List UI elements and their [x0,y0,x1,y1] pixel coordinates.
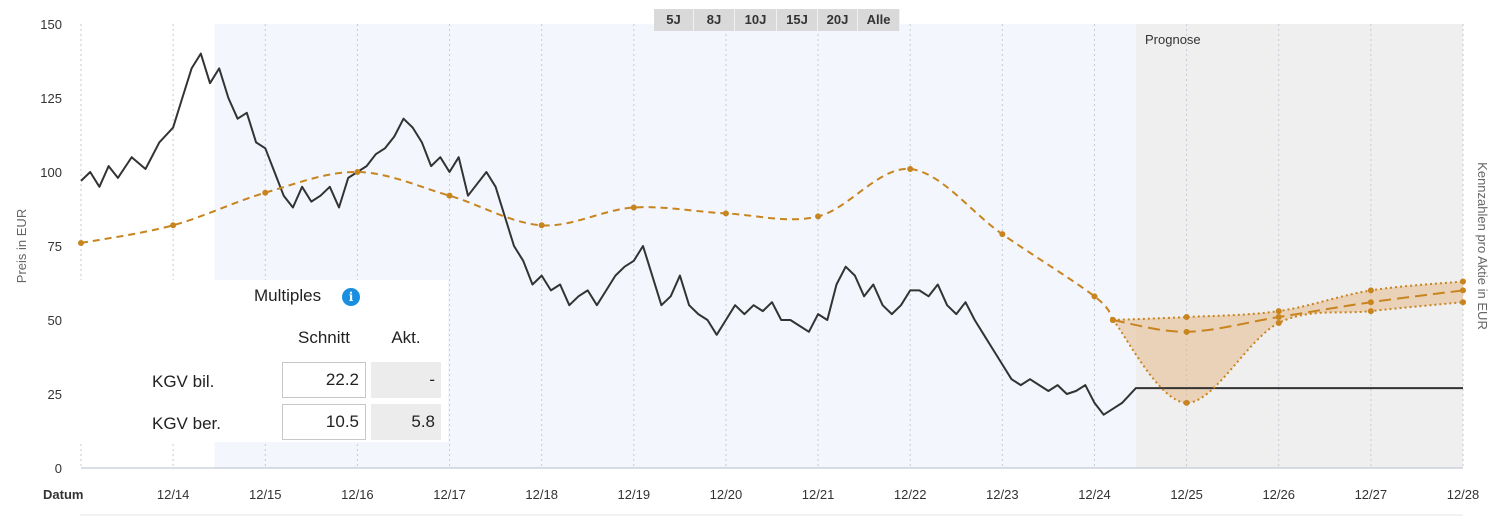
range-button-20j[interactable]: 20J [818,9,858,31]
multiples-title: Multiples [254,286,322,305]
col-header-schnitt: Schnitt [298,328,350,347]
x-tick-label: 12/16 [341,487,374,502]
data-point [1460,278,1466,285]
kgv-bil-schnitt-value: 22.2 [282,362,366,398]
x-tick-label: 12/23 [986,487,1019,502]
row-label-kgv-ber: KGV ber. [152,414,221,433]
x-tick-label: 12/21 [802,487,835,502]
kgv-ber-akt-value: 5.8 [371,404,441,440]
multiples-panel: Multiples i Schnitt Akt. KGV bil. 22.2 -… [80,280,448,442]
x-tick-label: 12/22 [894,487,927,502]
data-point [170,222,177,229]
data-point [78,240,84,247]
data-point [262,189,269,196]
range-button-5j[interactable]: 5J [654,9,694,31]
y-tick-label: 150 [40,17,62,32]
range-button-10j[interactable]: 10J [735,9,777,31]
data-point [907,166,914,173]
x-tick-label: 12/14 [157,487,190,502]
range-button-15j[interactable]: 15J [777,9,818,31]
x-tick-label: 12/17 [433,487,466,502]
data-point [722,210,729,217]
y-axis-title-right: Kennzahlen pro Aktie in EUR [1475,162,1490,330]
y-tick-label: 75 [48,239,62,254]
x-tick-label: 12/20 [710,487,743,502]
y-tick-label: 25 [48,387,62,402]
axis-layer: 12/14 12/15 12/16 12/17 12/18 12/19 12/20 12/21… [40,17,1480,516]
data-point [1275,314,1282,321]
x-tick-label: 12/15 [249,487,282,502]
prognose-label: Prognose [1145,32,1201,47]
data-point [354,169,361,175]
data-point [630,204,637,211]
y-tick-label: 100 [40,165,62,180]
data-point [1183,399,1190,406]
data-point [1367,287,1374,294]
data-point [1091,293,1098,300]
data-point [1109,317,1116,323]
y-tick-label: 125 [40,91,62,106]
data-point [1460,287,1466,294]
data-point [1183,314,1190,321]
forecast-band [1112,281,1463,403]
kgv-bil-akt-value: - [371,362,441,398]
x-tick-label: 12/18 [525,487,558,502]
x-tick-label: 12/27 [1355,487,1388,502]
price-line [80,52,1463,416]
row-label-kgv-bil: KGV bil. [152,372,215,391]
series-layer [78,52,1466,416]
y-tick-label: 0 [55,461,62,476]
x-tick-label: 12/26 [1262,487,1295,502]
data-point [1275,319,1282,326]
x-tick-label: 12/28 [1447,487,1480,502]
kgv-ber-schnitt-value: 10.5 [282,404,366,440]
data-point [999,231,1006,238]
y-tick-label: 50 [48,313,62,328]
data-point [1367,308,1374,315]
data-point [1460,299,1466,306]
col-header-akt: Akt. [391,328,421,347]
data-point [1275,308,1282,315]
y-axis-title-left: Preis in EUR [14,209,29,283]
data-point [815,213,822,220]
x-tick-label: 12/24 [1078,487,1111,502]
x-tick-label: 12/25 [1170,487,1203,502]
range-button-alle[interactable]: Alle [858,9,900,31]
data-point [538,222,545,229]
data-point [446,192,453,199]
data-point [1367,299,1374,306]
data-point [1183,328,1190,335]
x-axis-title: Datum [43,487,83,502]
x-tick-label: 12/19 [618,487,651,502]
range-button-8j[interactable]: 8J [694,9,735,31]
info-icon[interactable]: i [342,288,360,306]
